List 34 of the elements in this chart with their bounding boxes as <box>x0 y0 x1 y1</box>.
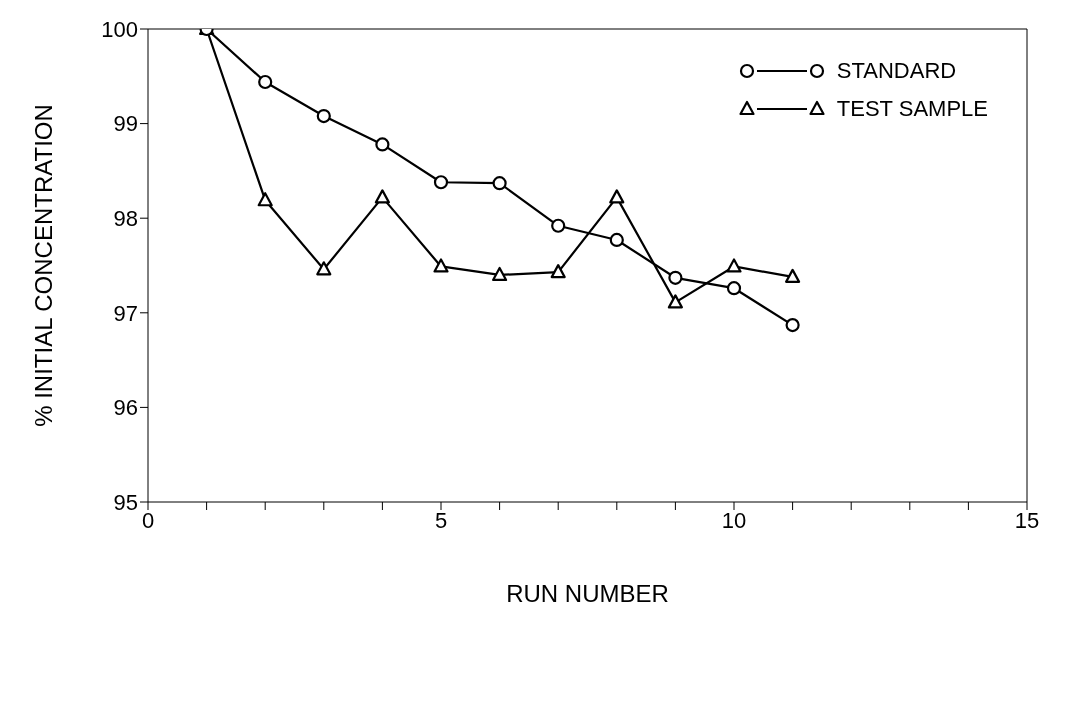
point <box>258 74 273 90</box>
point <box>609 232 624 248</box>
y-tick-label: 97 <box>113 300 138 326</box>
legend-label: STANDARD <box>836 58 957 84</box>
x-tick-label: 0 <box>141 507 155 533</box>
point <box>492 176 507 191</box>
point <box>668 270 683 285</box>
legend-label: TEST SAMPLE <box>836 96 988 122</box>
y-tick-label: 100 <box>101 16 138 42</box>
y-tick-label: 98 <box>113 206 138 232</box>
point <box>726 258 742 273</box>
point <box>433 258 449 273</box>
point <box>316 261 332 276</box>
point <box>374 189 390 204</box>
y-tick-label: 96 <box>113 395 138 421</box>
point <box>492 266 508 282</box>
point <box>785 268 801 283</box>
point <box>257 192 273 207</box>
x-axis-title: RUN NUMBER <box>506 580 669 607</box>
point <box>433 175 449 190</box>
point <box>550 264 566 279</box>
y-tick-label: 95 <box>113 489 138 515</box>
x-tick-label: 10 <box>721 507 747 533</box>
y-axis-title: % INITIAL CONCENTRATION <box>29 104 57 427</box>
point <box>551 218 566 233</box>
point <box>667 294 683 309</box>
y-tick-label: 99 <box>113 111 138 137</box>
x-tick-label: 15 <box>1014 507 1040 533</box>
point <box>785 318 800 333</box>
point <box>609 189 625 204</box>
point <box>316 108 331 124</box>
point <box>726 281 742 296</box>
x-tick-label: 5 <box>434 507 448 533</box>
point <box>375 137 390 152</box>
